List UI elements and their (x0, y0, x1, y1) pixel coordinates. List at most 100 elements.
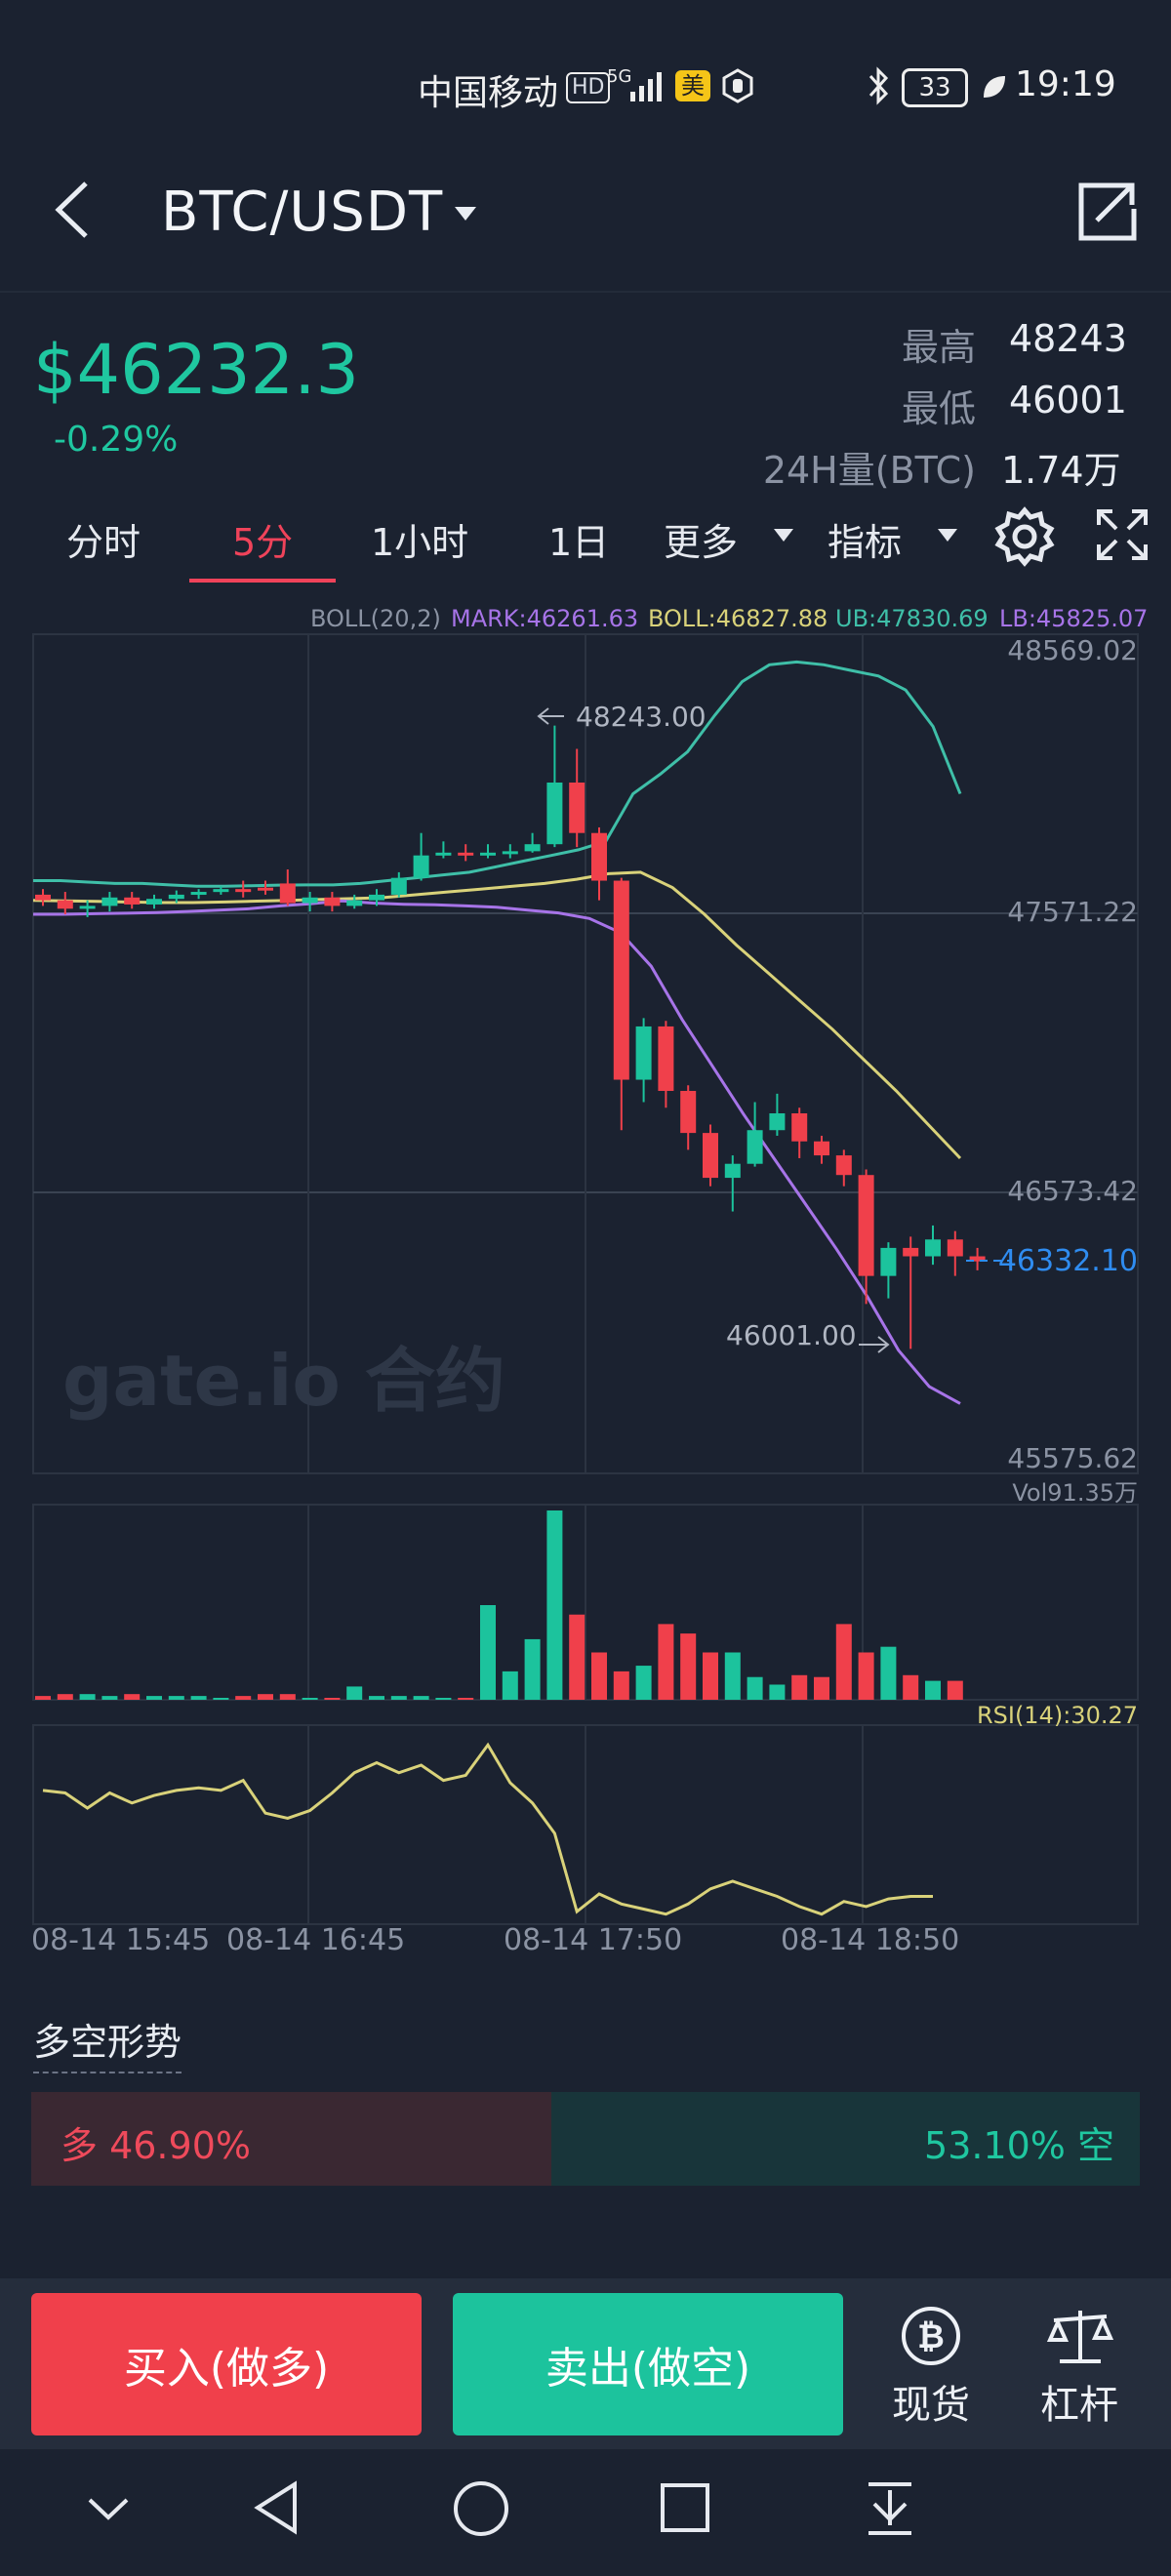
candle-body (190, 892, 207, 896)
eco-leaf-icon (984, 76, 1005, 98)
volume-bar (769, 1684, 786, 1700)
hand-notification-icon (722, 68, 753, 103)
status-bar: 中国移动 HD 5G 美 33 19:19 (0, 0, 1171, 166)
nav-collapse-icon[interactable] (84, 2494, 133, 2523)
long-short-title[interactable]: 多空形势 (33, 2012, 182, 2073)
candle-body (302, 897, 318, 904)
clock: 19:19 (1015, 64, 1116, 104)
candles (35, 725, 986, 1349)
candle-body (235, 889, 252, 893)
volume-bar (880, 1646, 897, 1700)
candle-body (101, 897, 118, 906)
volume-bar (591, 1652, 607, 1700)
long-short-bar: 多 46.90% 53.10% 空 (31, 2092, 1140, 2186)
tab-timeshare[interactable]: 分时 (66, 521, 141, 564)
candle-body (658, 1026, 674, 1092)
chart-grid (32, 633, 1139, 1925)
buy-long-button[interactable]: 买入(做多) (31, 2293, 422, 2435)
indicator-dropdown-icon[interactable] (937, 527, 958, 544)
volume-bar (791, 1674, 808, 1700)
kline-svg[interactable]: gate.io 合约 BOLL(20,2) MARK:46261.63 BOLL… (0, 605, 1171, 1961)
time-label-2: 08-14 16:45 (226, 1923, 405, 1957)
high-marker: 48243.00 (576, 701, 707, 733)
nav-download-icon[interactable] (863, 2476, 917, 2539)
candle-body (903, 1247, 919, 1257)
candle-body (835, 1155, 852, 1176)
candle-body (279, 883, 296, 904)
nav-home-icon[interactable] (451, 2478, 511, 2539)
indicator-menu[interactable]: 指标 (828, 521, 903, 564)
candle-body (435, 852, 452, 856)
settings-gear-icon[interactable] (993, 505, 1056, 568)
nav-recents-icon[interactable] (658, 2480, 712, 2535)
candle-body (413, 855, 429, 878)
candle-body (613, 880, 629, 1080)
pair-title[interactable]: BTC/USDT (161, 181, 443, 244)
kline-chart[interactable]: gate.io 合约 BOLL(20,2) MARK:46261.63 BOLL… (0, 605, 1171, 1961)
candle-body (947, 1239, 963, 1257)
candle-body (747, 1130, 763, 1164)
volume-bar (835, 1624, 852, 1700)
nav-back-icon[interactable] (250, 2478, 303, 2537)
volume-bar (613, 1670, 629, 1700)
current-price-label: 46332.10 (998, 1244, 1138, 1278)
candle-body (680, 1091, 697, 1134)
last-price: $46232.3 (33, 330, 360, 410)
boll-lines (32, 660, 962, 1405)
volume-bar (101, 1696, 118, 1700)
volume-bar (302, 1698, 318, 1700)
header-divider (0, 291, 1171, 293)
short-segment (550, 2092, 1140, 2186)
candle-body (814, 1141, 829, 1156)
time-label-1: 08-14 15:45 (31, 1923, 210, 1957)
share-icon[interactable] (1073, 178, 1142, 246)
volume-value: 1.74万 (1001, 449, 1121, 492)
bitcoin-icon[interactable]: ₿ (900, 2305, 962, 2367)
price-change: -0.29% (54, 420, 179, 460)
volume-bar (258, 1694, 273, 1700)
high-label: 最高 (901, 326, 976, 369)
boll-lower-band (33, 899, 961, 1405)
mark-legend: MARK:46261.63 (451, 605, 638, 632)
back-icon[interactable] (47, 176, 96, 244)
low-label: 最低 (901, 387, 976, 430)
candle-body (168, 894, 184, 900)
candle-body (35, 894, 51, 901)
pair-dropdown-icon[interactable] (453, 205, 478, 224)
candle-body (635, 1026, 652, 1080)
tab-1hour[interactable]: 1小时 (371, 521, 469, 564)
volume-bar (858, 1652, 874, 1700)
volume-bar (680, 1633, 697, 1700)
volume-bar (79, 1694, 96, 1700)
high-value: 48243 (1009, 317, 1127, 360)
volume-bar (57, 1694, 73, 1700)
tab-more[interactable]: 更多 (664, 521, 739, 564)
low-marker-arrow (877, 1336, 890, 1353)
fullscreen-icon[interactable] (1095, 507, 1150, 562)
candle-body (346, 900, 363, 906)
sell-short-button[interactable]: 卖出(做空) (453, 2293, 843, 2435)
volume-bar (524, 1638, 541, 1700)
volume-bar (324, 1698, 341, 1700)
candle-body (546, 782, 563, 845)
volume-bar (35, 1696, 51, 1700)
tab-5min[interactable]: 5分 (232, 521, 294, 564)
candle-body (369, 894, 384, 901)
short-percent: 53.10% 空 (924, 2124, 1114, 2167)
candle-body (258, 887, 273, 891)
more-dropdown-icon[interactable] (773, 527, 794, 544)
candle-body (569, 782, 586, 833)
candle-body (502, 851, 518, 855)
tab-1day[interactable]: 1日 (548, 521, 610, 564)
low-value: 46001 (1009, 379, 1127, 422)
volume-bar (814, 1676, 829, 1700)
candle-body (591, 832, 607, 881)
spot-button[interactable]: 现货 (892, 2383, 970, 2428)
bluetooth-icon (868, 66, 889, 105)
candle-body (703, 1133, 718, 1179)
app-notification-badge: 美 (675, 70, 710, 101)
leverage-scale-icon[interactable] (1046, 2305, 1114, 2367)
long-percent: 多 46.90% (61, 2124, 251, 2167)
candle-body (213, 889, 229, 893)
leverage-button[interactable]: 杠杆 (1040, 2383, 1118, 2428)
